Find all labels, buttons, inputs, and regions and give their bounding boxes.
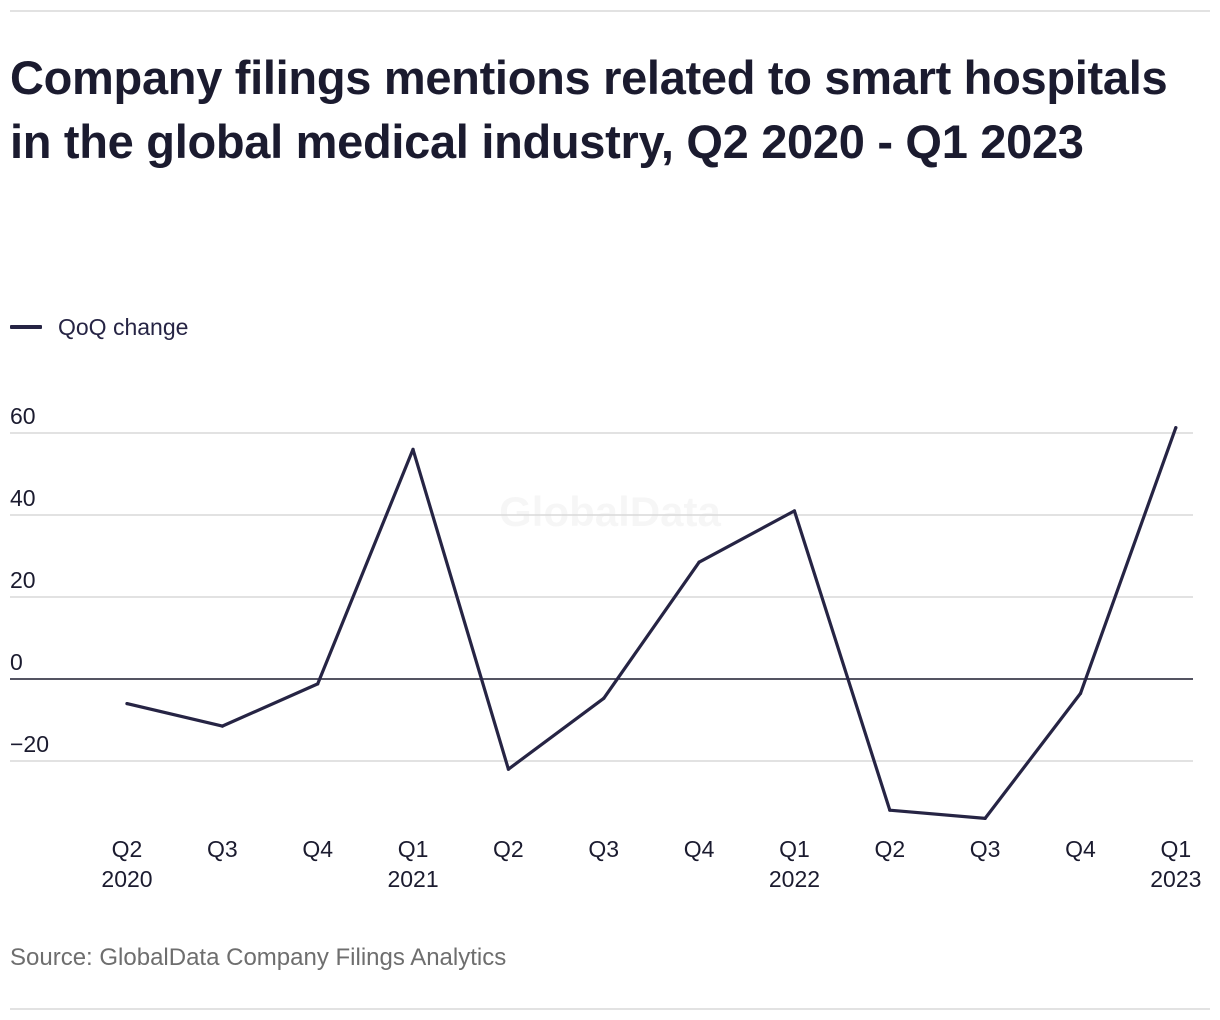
data-point: [1078, 691, 1083, 695]
data-point: [697, 560, 701, 564]
x-tick-label: Q2: [493, 836, 524, 862]
x-tick-year-label: 2023: [1150, 866, 1201, 892]
top-divider: [10, 10, 1210, 12]
data-point: [125, 702, 129, 706]
data-point: [792, 509, 797, 513]
x-tick-year-label: 2021: [387, 866, 438, 892]
y-tick-label: 0: [10, 649, 23, 675]
data-point: [602, 696, 606, 700]
data-point: [220, 724, 224, 728]
legend: QoQ change: [10, 312, 188, 342]
series-line-qoq-change: [125, 426, 1178, 820]
data-point: [506, 767, 510, 771]
x-tick-label: Q1: [1161, 836, 1192, 862]
y-tick-label: 20: [10, 567, 36, 593]
x-tick-label: Q4: [684, 836, 715, 862]
legend-swatch: [10, 325, 42, 329]
watermark: GlobalData: [499, 488, 721, 535]
x-tick-label: Q1: [779, 836, 810, 862]
data-point: [316, 682, 320, 686]
x-tick-label: Q4: [1065, 836, 1096, 862]
x-tick-label: Q3: [207, 836, 238, 862]
line-chart: GlobalData 60 40 20 0 −20 Q2 2020 Q3 Q4 Q1 2021 Q2…: [10, 403, 1201, 892]
source-note: Source: GlobalData Company Filings Analy…: [10, 944, 507, 971]
x-tick-label: Q3: [970, 836, 1001, 862]
x-tick-year-label: 2020: [101, 866, 152, 892]
x-tick-label: Q3: [588, 836, 619, 862]
y-tick-label: −20: [10, 731, 49, 757]
legend-label: QoQ change: [58, 313, 189, 340]
bottom-divider: [10, 1008, 1210, 1010]
x-tick-label: Q4: [302, 836, 333, 862]
y-tick-label: 40: [10, 485, 36, 511]
x-tick-label: Q2: [112, 836, 143, 862]
x-tick-label: Q2: [874, 836, 905, 862]
x-tick-year-label: 2022: [769, 866, 820, 892]
x-tick-label: Q1: [398, 836, 429, 862]
chart-title: Company filings mentions related to smar…: [10, 51, 1168, 168]
data-point: [983, 816, 987, 820]
data-point: [888, 808, 892, 812]
y-tick-label: 60: [10, 403, 36, 429]
data-point: [411, 447, 415, 451]
data-point: [1174, 426, 1178, 430]
